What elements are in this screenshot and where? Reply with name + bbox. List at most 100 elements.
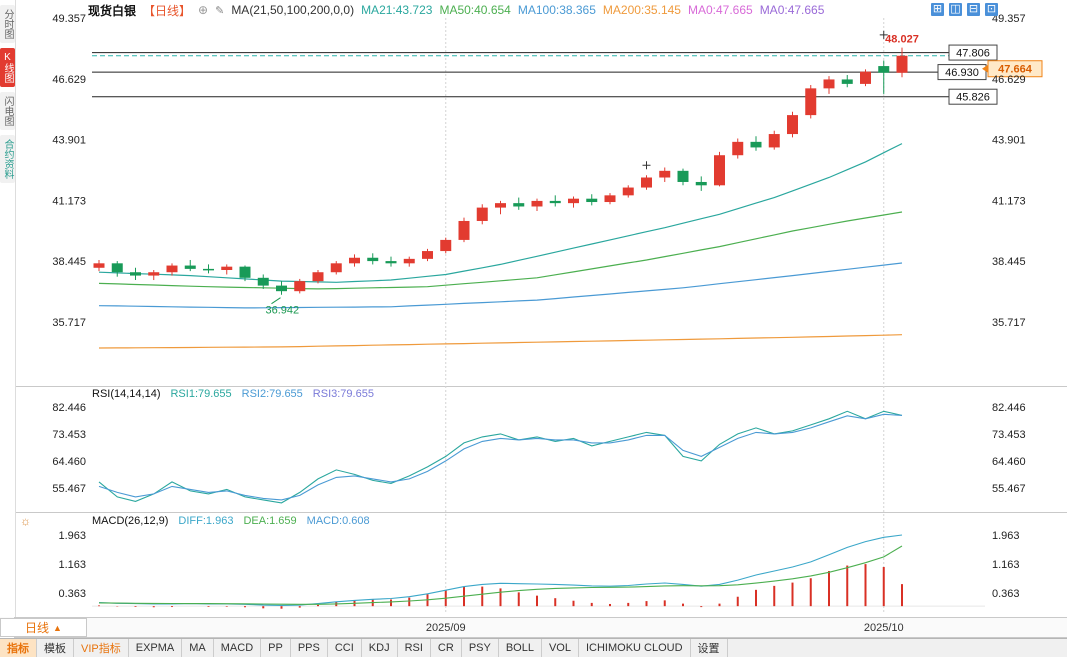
macd-hist-bar [773, 585, 776, 607]
tab-macd[interactable]: MACD [214, 639, 262, 657]
macd-hist-bar [901, 584, 903, 607]
candle-body [111, 263, 123, 273]
candle-body [604, 195, 616, 203]
svg-text:47.664: 47.664 [998, 64, 1033, 76]
tab-cci[interactable]: CCI [328, 639, 362, 657]
sidebar-item-timeshare[interactable]: 分时图 [0, 5, 15, 43]
candle-body [330, 263, 342, 273]
period-text: 日线 [25, 621, 50, 635]
tab-psy[interactable]: PSY [462, 639, 499, 657]
svg-text:2025/10: 2025/10 [864, 622, 904, 634]
ma100-value: MA100:38.365 [517, 3, 596, 17]
candle-body [878, 66, 890, 73]
candle-body [148, 272, 160, 276]
svg-text:47.806: 47.806 [956, 48, 990, 60]
tab-ichimoku-cloud[interactable]: ICHIMOKU CLOUD [579, 639, 691, 657]
macd-hist-bar [408, 597, 411, 607]
macd-hist-bar [134, 606, 137, 607]
tab-ma[interactable]: MA [182, 639, 214, 657]
svg-text:43.901: 43.901 [52, 135, 86, 147]
ma50-value: MA50:40.654 [439, 3, 511, 17]
macd-line-DEA [98, 545, 903, 605]
layout-grid-icon-2[interactable]: ◫ [949, 3, 962, 16]
price-levels [92, 52, 985, 98]
macd-hist-bar [225, 606, 228, 607]
tab-vip-indicator[interactable]: VIP指标 [74, 639, 129, 657]
candle-body [896, 55, 908, 73]
left-sidebar: 分时图 K线图 闪电图 合约资料 [0, 0, 15, 617]
price-level-tags: 47.806 46.930 45.826 47.664 [937, 44, 1043, 105]
macd-hist-bar [152, 606, 155, 608]
ma0-value-b: MA0:47.665 [759, 3, 825, 17]
svg-text:41.173: 41.173 [992, 195, 1026, 207]
macd-hist-bar [755, 589, 757, 607]
svg-text:0.363: 0.363 [58, 588, 86, 600]
macd-hist-bar [244, 606, 246, 608]
level-label-box [948, 44, 998, 61]
svg-text:1.163: 1.163 [58, 559, 86, 571]
tab-indicator[interactable]: 指标 [0, 639, 37, 657]
layout-grid-icon-3[interactable]: ⊟ [967, 3, 980, 16]
add-indicator-icon[interactable]: ⊕ [198, 3, 209, 17]
rsi3-value: RSI3:79.655 [312, 388, 374, 400]
candle-body [476, 207, 488, 221]
candle-body [677, 170, 689, 182]
diff-value: DIFF:1.963 [178, 515, 234, 527]
sidebar-item-kline[interactable]: K线图 [0, 48, 15, 87]
candle-body [750, 141, 762, 148]
tab-kdj[interactable]: KDJ [362, 639, 398, 657]
layout-grid-icon-4[interactable]: ⊡ [985, 3, 998, 16]
candle-body [276, 285, 287, 292]
rsi1-value: RSI1:79.655 [170, 388, 232, 400]
ma21-value: MA21:43.723 [361, 3, 433, 17]
macd-hist-bar [736, 596, 739, 607]
ma-line-MA200 [98, 334, 903, 349]
svg-text:46.930: 46.930 [945, 67, 979, 79]
macd-hist-bar [682, 603, 684, 607]
edit-indicator-icon[interactable]: ✎ [215, 4, 225, 17]
tab-rsi[interactable]: RSI [398, 639, 431, 657]
macd-hist-bar [700, 606, 703, 608]
candle-body [823, 79, 835, 89]
tab-template[interactable]: 模板 [37, 639, 74, 657]
svg-text:82.446: 82.446 [52, 402, 86, 414]
svg-text:64.460: 64.460 [52, 456, 86, 468]
tab-vol[interactable]: VOL [542, 639, 579, 657]
tab-boll[interactable]: BOLL [499, 639, 542, 657]
candle-body [458, 220, 470, 240]
macd-hist-bar [317, 604, 319, 607]
svg-text:38.445: 38.445 [992, 256, 1026, 268]
tab-expma[interactable]: EXPMA [129, 639, 183, 657]
candle-body [221, 266, 233, 271]
macd-hist-bar [572, 600, 575, 607]
tab-cr[interactable]: CR [431, 639, 462, 657]
candle-body [440, 239, 452, 252]
candle-body [385, 261, 397, 264]
macd-hist-bar [718, 603, 721, 607]
period-selector[interactable]: 日线 ▲ [0, 618, 87, 637]
macd-panel: 1.963 1.963 1.163 1.163 0.363 0.363 [58, 530, 1020, 609]
sidebar-item-contract-info[interactable]: 合约资料 [0, 135, 15, 183]
macd-hist-bar [864, 564, 867, 607]
low-pointer [271, 297, 281, 305]
level-label-box [948, 88, 998, 105]
ma0-value-a: MA0:47.665 [687, 3, 753, 17]
sidebar-item-lightning[interactable]: 闪电图 [0, 92, 15, 130]
candle-body [714, 155, 725, 186]
macd-hist-bar [627, 602, 630, 607]
candle-body [568, 198, 579, 204]
layout-grid-icon-1[interactable]: ⊞ [931, 3, 944, 16]
ma-line-MA50 [98, 211, 903, 290]
candle-body [166, 265, 178, 273]
current-price-pointer [982, 64, 988, 73]
candle-body [841, 79, 853, 84]
macd-hist-bar [554, 598, 557, 607]
candles[interactable] [93, 47, 908, 295]
tab-settings[interactable]: 设置 [691, 639, 728, 657]
tab-pps[interactable]: PPS [291, 639, 328, 657]
macd-panel-settings-icon[interactable]: ☼ [20, 514, 31, 528]
svg-text:49.357: 49.357 [992, 13, 1026, 25]
tab-pp[interactable]: PP [261, 639, 291, 657]
